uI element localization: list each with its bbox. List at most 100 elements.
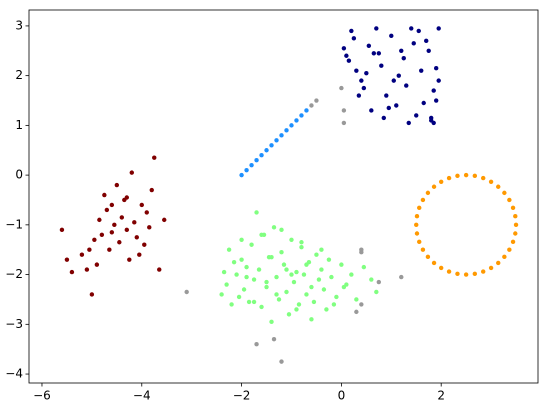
point bbox=[438, 265, 444, 271]
y-tick-label: −3 bbox=[5, 317, 23, 331]
point bbox=[239, 172, 244, 178]
point bbox=[249, 162, 254, 168]
point bbox=[251, 299, 257, 305]
point bbox=[321, 287, 327, 292]
x-tick-label: −6 bbox=[33, 389, 51, 403]
point bbox=[279, 227, 284, 233]
point bbox=[401, 56, 406, 61]
point bbox=[314, 98, 319, 103]
point bbox=[117, 240, 122, 245]
point bbox=[281, 262, 287, 267]
point bbox=[406, 120, 411, 126]
point bbox=[414, 222, 419, 228]
point bbox=[304, 108, 309, 113]
point bbox=[463, 272, 469, 277]
point bbox=[94, 262, 100, 267]
point bbox=[231, 259, 237, 265]
point bbox=[294, 307, 299, 312]
point bbox=[481, 269, 486, 274]
point bbox=[147, 225, 152, 230]
point bbox=[371, 51, 377, 56]
point bbox=[152, 155, 157, 160]
point bbox=[431, 120, 436, 126]
point bbox=[99, 232, 105, 237]
y-tick-label: 2 bbox=[15, 68, 23, 82]
point bbox=[414, 213, 420, 219]
point bbox=[301, 272, 307, 277]
point bbox=[137, 252, 142, 257]
point bbox=[229, 302, 234, 307]
point bbox=[436, 26, 441, 31]
point bbox=[376, 279, 382, 285]
point bbox=[446, 175, 452, 181]
point bbox=[488, 265, 494, 271]
point bbox=[502, 254, 507, 260]
point bbox=[239, 237, 244, 242]
point bbox=[279, 359, 284, 364]
point bbox=[59, 227, 65, 233]
point bbox=[381, 115, 387, 121]
point bbox=[276, 297, 282, 302]
point bbox=[411, 41, 416, 46]
point bbox=[329, 274, 334, 280]
point bbox=[119, 215, 125, 220]
point bbox=[69, 269, 75, 275]
point bbox=[269, 254, 274, 260]
y-tick-label: −2 bbox=[5, 267, 23, 281]
point bbox=[269, 319, 274, 325]
point bbox=[291, 279, 297, 285]
point bbox=[341, 120, 347, 126]
point bbox=[354, 309, 359, 315]
point bbox=[289, 123, 294, 128]
point bbox=[134, 235, 139, 240]
point bbox=[396, 73, 401, 78]
point bbox=[507, 197, 512, 203]
x-tick-label: −4 bbox=[133, 389, 151, 403]
y-tick-label: −1 bbox=[5, 217, 23, 231]
point bbox=[513, 231, 518, 236]
point bbox=[92, 237, 97, 242]
point bbox=[289, 237, 294, 242]
point bbox=[399, 48, 404, 53]
y-tick-label: −4 bbox=[5, 367, 23, 381]
point bbox=[359, 247, 364, 252]
point bbox=[455, 173, 460, 179]
point bbox=[356, 93, 362, 98]
point bbox=[142, 242, 147, 247]
y-tick-label: 0 bbox=[15, 168, 23, 182]
point bbox=[354, 68, 359, 73]
point bbox=[309, 317, 314, 322]
point bbox=[366, 43, 372, 49]
point bbox=[112, 222, 117, 228]
point bbox=[436, 78, 441, 83]
point bbox=[359, 302, 364, 307]
point bbox=[244, 167, 249, 173]
point bbox=[284, 289, 289, 295]
point bbox=[502, 190, 507, 196]
point bbox=[424, 38, 429, 44]
point bbox=[251, 277, 257, 282]
point bbox=[264, 279, 269, 285]
point bbox=[513, 213, 518, 219]
point bbox=[472, 173, 478, 179]
point bbox=[254, 157, 259, 163]
point bbox=[341, 284, 347, 290]
point bbox=[279, 133, 284, 138]
point bbox=[364, 70, 369, 76]
point bbox=[374, 26, 379, 31]
point bbox=[472, 271, 478, 277]
point bbox=[420, 197, 426, 203]
point bbox=[309, 284, 314, 290]
point bbox=[376, 51, 382, 56]
point bbox=[109, 230, 115, 235]
point bbox=[244, 264, 249, 270]
point bbox=[84, 267, 90, 272]
point bbox=[104, 207, 110, 213]
point bbox=[274, 292, 279, 297]
point bbox=[421, 100, 426, 106]
point bbox=[87, 247, 92, 252]
point bbox=[425, 190, 431, 196]
point bbox=[139, 202, 144, 208]
point bbox=[361, 264, 367, 270]
point bbox=[274, 274, 279, 280]
